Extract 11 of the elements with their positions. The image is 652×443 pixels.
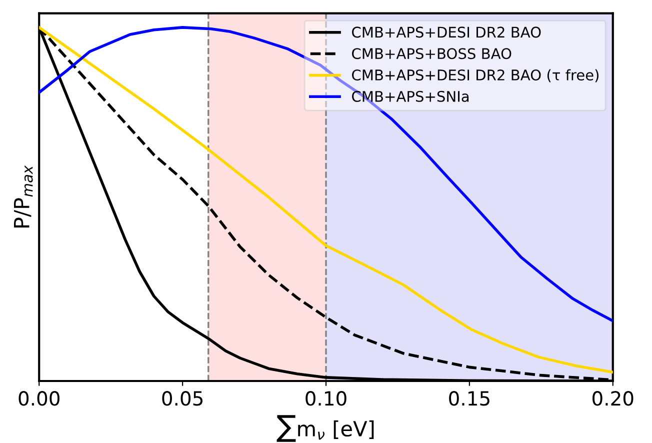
legend-label: CMB+APS+SNIa [352, 90, 469, 102]
x-tick-label: 0.20 [592, 391, 634, 406]
x-tick-label: 0.10 [306, 391, 346, 406]
x-tick-label: 0.15 [449, 391, 490, 406]
x-tick-label: 0.00 [18, 391, 60, 406]
legend-label: CMB+APS+BOSS BAO [352, 48, 512, 60]
x-axis-title: ∑m$_{ν}$ [eV] [276, 415, 374, 442]
legend-label: CMB+APS+DESI DR2 BAO [352, 26, 541, 38]
legend-label: CMB+APS+DESI DR2 BAO (τ free) [352, 69, 598, 82]
x-tick-label: 0.05 [162, 391, 203, 406]
y-axis-title: P/P$_{max}$ [14, 165, 33, 228]
